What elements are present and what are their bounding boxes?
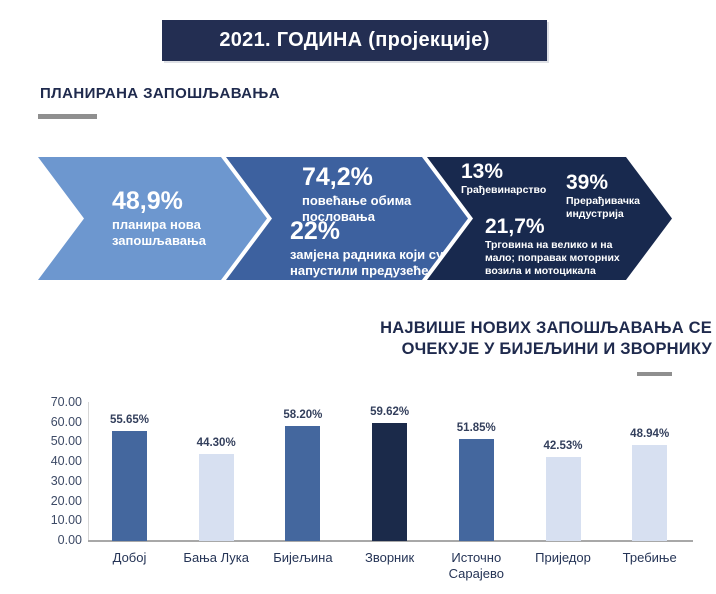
stat-value: 48,9% (112, 187, 183, 215)
y-tick-label: 60.00 (50, 414, 82, 429)
category-label: Источно Сарајево (448, 550, 504, 581)
funnel-step-1: 48,9% планира нова запошљавања (38, 157, 267, 280)
chart-title-underline (637, 372, 672, 376)
stat-label: Грађевинарство (461, 184, 547, 197)
x-axis-line (88, 540, 693, 542)
stat-value: 39% (566, 171, 609, 194)
stat-label: Прерађивачка индустрија (566, 195, 641, 220)
bar (545, 457, 581, 541)
bar (632, 445, 668, 541)
stat-value: 74,2% (302, 163, 373, 191)
section-title-underline (38, 114, 97, 119)
stat-value: 21,7% (485, 215, 545, 238)
category-label: Приједор (535, 550, 591, 565)
category-label: Добој (112, 550, 147, 565)
stat-label: планира нова запошљавања (112, 217, 207, 249)
stat-new-employment: 48,9% планира нова запошљавања (112, 188, 230, 249)
bar-value-label: 59.62% (370, 406, 410, 418)
y-tick-label: 30.00 (50, 473, 82, 488)
bar (458, 439, 494, 541)
bar (372, 423, 408, 541)
stat-business-growth: 74,2% повећање обима пословања (302, 164, 430, 225)
bar (285, 426, 321, 541)
y-tick-label: 40.00 (50, 454, 82, 469)
section-title: ПЛАНИРАНА ЗАПОШЉАВАЊА (40, 85, 280, 102)
bar (198, 454, 234, 541)
employment-funnel: 48,9% планира нова запошљавања 74,2% пов… (0, 157, 716, 280)
y-axis-line (88, 402, 89, 541)
bar-value-label: 48.94% (630, 428, 670, 440)
stat-construction: 13% Грађевинарство (461, 161, 581, 197)
page-title: 2021. ГОДИНА (пројекције) (219, 29, 490, 51)
title-banner: 2021. ГОДИНА (пројекције) (162, 20, 547, 61)
stat-label: замјена радника који су напустили предуз… (290, 247, 444, 279)
chart-title-line2: ОЧЕКУЈЕ У БИЈЕЉИНИ И ЗВОРНИКУ (401, 340, 712, 358)
stat-value: 22% (290, 217, 341, 245)
stat-worker-replacement: 22% замјена радника који су напустили пр… (290, 218, 468, 279)
bar (112, 431, 147, 541)
y-tick-label: 50.00 (50, 434, 82, 449)
category-label: Зворник (364, 550, 415, 565)
stat-label: повећање обима пословања (302, 193, 412, 225)
category-label: Бања Лука (183, 550, 249, 565)
chart-title-line1: НАЈВИШЕ НОВИХ ЗАПОШЉАВАЊА СЕ (380, 319, 712, 337)
bar-value-label: 44.30% (196, 437, 236, 449)
stat-manufacturing: 39% Прерађивачка индустрија (566, 172, 662, 221)
bar-value-label: 51.85% (456, 422, 496, 434)
stat-value: 13% (461, 160, 504, 183)
y-tick-label: 0.00 (57, 533, 82, 547)
y-tick-label: 10.00 (50, 513, 82, 528)
chart-title: НАЈВИШЕ НОВИХ ЗАПОШЉАВАЊА СЕ ОЧЕКУЈЕ У Б… (380, 318, 712, 360)
category-label: Требиње (622, 550, 677, 565)
y-tick-label: 20.00 (50, 493, 82, 508)
stat-trade-repair: 21,7% Трговина на велико и на мало; попр… (485, 216, 637, 277)
category-label: Бијељина (273, 550, 333, 565)
bar-value-label: 58.20% (283, 409, 323, 421)
bar-value-label: 42.53% (543, 440, 583, 452)
stat-label: Трговина на велико и на мало; поправак м… (485, 239, 620, 277)
y-tick-label: 70.00 (50, 395, 82, 409)
bar-value-label: 55.65% (109, 414, 149, 426)
